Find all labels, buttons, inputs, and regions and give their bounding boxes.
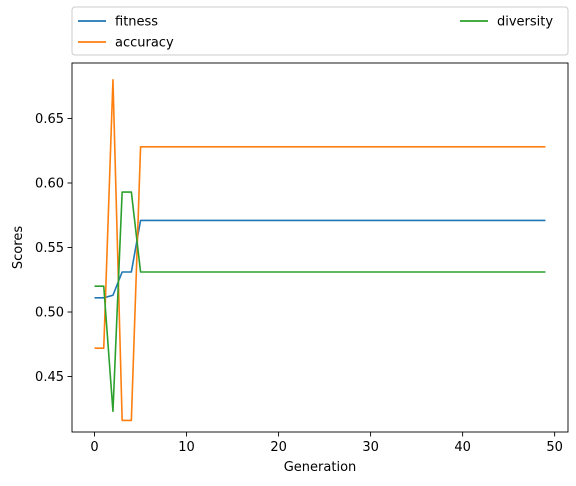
y-axis-label: Scores (11, 226, 26, 269)
x-tick-label: 30 (362, 440, 379, 455)
legend-box (71, 6, 569, 56)
x-tick-label: 50 (546, 440, 563, 455)
axes-layer: 0 10 20 30 40 50 0.45 0.50 0.55 0.60 0.65 (35, 62, 569, 455)
series-line-fitness (94, 219, 546, 299)
series-line-accuracy (94, 78, 546, 422)
x-tick-label: 0 (90, 440, 98, 455)
y-tick-label: 0.60 (35, 176, 64, 191)
x-tick-label: 20 (270, 440, 287, 455)
y-tick-label: 0.50 (35, 306, 64, 321)
x-tick-label: 10 (178, 440, 195, 455)
y-tick-label: 0.55 (35, 241, 64, 256)
plot-frame (71, 62, 569, 433)
legend-label-accuracy: accuracy (115, 36, 174, 51)
y-tick-label: 0.65 (35, 112, 64, 127)
legend-label-fitness: fitness (115, 15, 158, 30)
plot-layer (94, 78, 546, 422)
legend: fitness accuracy diversity (71, 6, 569, 56)
legend-label-diversity: diversity (497, 15, 553, 30)
x-tick-label: 40 (454, 440, 471, 455)
x-axis-label: Generation (284, 460, 357, 475)
series-line-diversity (94, 191, 546, 413)
y-tick-label: 0.45 (35, 370, 64, 385)
